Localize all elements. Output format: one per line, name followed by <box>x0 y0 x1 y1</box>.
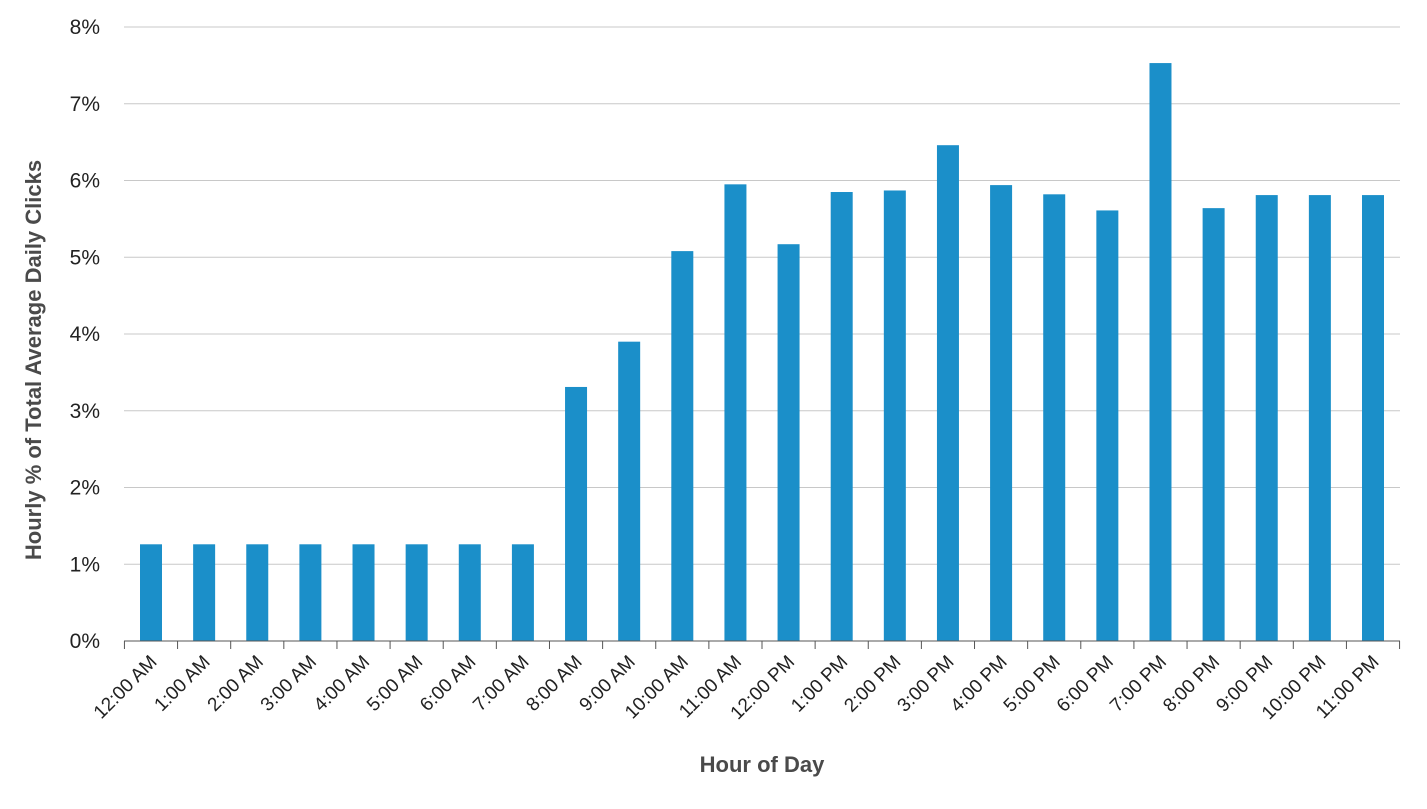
bar <box>990 185 1013 642</box>
x-tick-label: 8:00 AM <box>522 652 586 716</box>
bar <box>1043 194 1066 641</box>
bar <box>618 341 641 641</box>
bar <box>565 386 588 641</box>
x-tick-label: 12:00 AM <box>90 652 162 724</box>
bar <box>405 544 428 641</box>
bars <box>140 63 1384 642</box>
x-tick-label: 2:00 PM <box>840 652 905 717</box>
bar <box>1308 195 1331 641</box>
bar <box>671 251 694 642</box>
bar <box>193 544 216 641</box>
y-tick-label: 4% <box>70 323 100 346</box>
x-axis-tick-labels: 12:00 AM1:00 AM2:00 AM3:00 AM4:00 AM5:00… <box>90 652 1384 724</box>
x-tick-label: 7:00 PM <box>1106 652 1171 717</box>
x-tick-label: 8:00 PM <box>1159 652 1224 717</box>
x-tick-label: 6:00 AM <box>416 652 480 716</box>
x-axis <box>123 640 1401 649</box>
y-tick-label: 7% <box>70 93 100 116</box>
bar <box>140 544 162 641</box>
gridlines <box>124 26 1400 565</box>
bar <box>936 145 959 641</box>
bar <box>883 190 906 642</box>
bar <box>1149 63 1172 641</box>
bar <box>1362 195 1384 641</box>
x-tick-label: 5:00 PM <box>1000 652 1065 717</box>
bar <box>299 544 322 641</box>
x-tick-label: 1:00 AM <box>151 652 215 716</box>
x-tick-label: 3:00 AM <box>257 652 321 716</box>
x-tick-label: 7:00 AM <box>469 652 533 716</box>
y-tick-label: 3% <box>70 400 100 423</box>
x-tick-label: 1:00 PM <box>787 652 852 717</box>
y-tick-label: 6% <box>70 170 100 193</box>
y-tick-label: 8% <box>70 16 100 39</box>
bar <box>1202 208 1225 641</box>
x-axis-title: Hour of Day <box>700 752 825 777</box>
x-tick-label: 3:00 PM <box>894 652 959 717</box>
y-tick-label: 2% <box>70 477 100 500</box>
y-tick-label: 0% <box>70 630 100 653</box>
x-tick-label: 2:00 AM <box>204 652 268 716</box>
x-tick-label: 4:00 PM <box>947 652 1012 717</box>
y-axis-title: Hourly % of Total Average Daily Clicks <box>21 160 46 560</box>
bar <box>458 544 481 641</box>
y-axis-tick-labels: 0% 1% 2% 3% 4% 5% 6% 7% 8% <box>70 16 100 653</box>
bar <box>830 192 853 641</box>
bar <box>724 184 747 641</box>
y-tick-label: 5% <box>70 246 100 269</box>
bar <box>511 544 534 641</box>
bar <box>352 544 375 641</box>
bar <box>1255 195 1278 641</box>
bar <box>1096 210 1119 641</box>
x-tick-label: 5:00 AM <box>363 652 427 716</box>
bar <box>246 544 269 641</box>
x-tick-label: 4:00 AM <box>310 652 374 716</box>
y-tick-label: 1% <box>70 553 100 576</box>
x-tick-label: 6:00 PM <box>1053 652 1118 717</box>
bar <box>777 244 800 641</box>
